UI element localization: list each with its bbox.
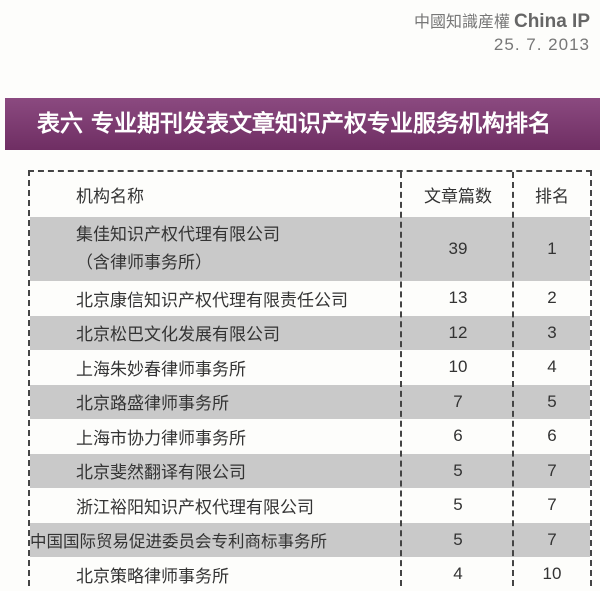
rank: 7 [547,495,557,514]
table-row: 北京策略律师事务所 4 10 [30,557,590,591]
header-count: 文章篇数 [424,187,492,206]
article-count: 10 [448,357,468,376]
masthead: 中國知識産權 China IP 25. 7. 2013 [414,8,590,55]
article-count: 13 [448,288,468,307]
table-row: 北京路盛律师事务所 7 5 [30,384,590,419]
rank: 10 [542,564,562,583]
table-row: 浙江裕阳知识产权代理有限公司 5 7 [30,488,590,522]
table-row: 北京斐然翻译有限公司 5 7 [30,453,590,488]
rank: 6 [547,426,557,445]
org-name: 北京路盛律师事务所 [76,394,229,413]
org-name: 集佳知识产权代理有限公司 （含律师事务所） [30,221,402,277]
publication-cn: 中國知識産權 [413,12,510,31]
table-row: 北京松巴文化发展有限公司 12 3 [30,315,590,350]
org-name: 浙江裕阳知识产权代理有限公司 [76,497,314,517]
rank: 5 [547,391,557,411]
header-name: 机构名称 [76,187,144,206]
article-count: 7 [453,391,463,411]
org-name-line1: 集佳知识产权代理有限公司 [76,225,280,244]
rank: 3 [547,322,557,342]
article-count: 5 [453,460,463,480]
table-row: 中国国际贸易促进委员会专利商标事务所 5 7 [30,522,590,557]
org-name: 北京策略律师事务所 [76,566,229,586]
article-count: 12 [448,322,468,342]
article-count: 5 [453,529,463,549]
issue-date: 25. 7. 2013 [493,35,590,54]
table-row: 上海朱妙春律师事务所 10 4 [30,350,590,384]
column-divider [512,172,514,586]
rank: 7 [547,460,557,480]
rank: 2 [547,288,557,307]
article-count: 39 [448,239,468,258]
table-row: 北京康信知识产权代理有限责任公司 13 2 [30,281,590,315]
column-divider [400,172,402,586]
ranking-table: 机构名称 文章篇数 排名 集佳知识产权代理有限公司 （含律师事务所） 39 1 北… [28,170,592,586]
rank: 7 [547,529,557,549]
org-name: 北京康信知识产权代理有限责任公司 [76,290,348,310]
table-row: 集佳知识产权代理有限公司 （含律师事务所） 39 1 [30,217,590,281]
rank: 1 [547,239,557,258]
org-name: 上海朱妙春律师事务所 [76,359,246,379]
org-name: 中国国际贸易促进委员会专利商标事务所 [30,532,327,551]
table-row: 上海市协力律师事务所 6 6 [30,419,590,453]
table-title: 表六 专业期刊发表文章知识产权专业服务机构排名 [5,98,600,150]
rank: 4 [547,357,557,376]
table-header: 机构名称 文章篇数 排名 [30,172,590,217]
org-name-line2: （含律师事务所） [76,253,212,272]
header-rank: 排名 [535,187,569,206]
org-name: 上海市协力律师事务所 [76,428,246,448]
article-count: 6 [453,426,463,445]
article-count: 5 [453,495,463,514]
publication-en: China IP [513,11,590,32]
article-count: 4 [453,564,463,583]
org-name: 北京斐然翻译有限公司 [76,463,246,482]
org-name: 北京松巴文化发展有限公司 [76,325,280,344]
